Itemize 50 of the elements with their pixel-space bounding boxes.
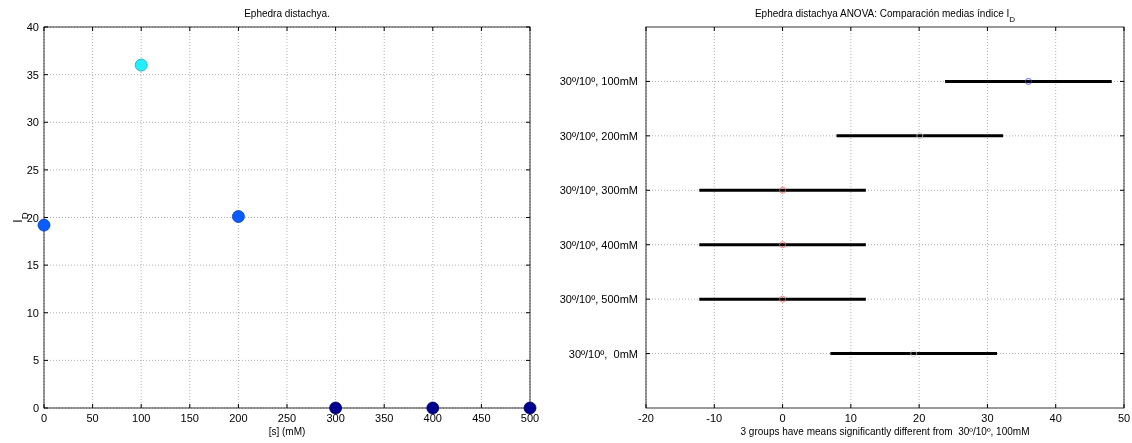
y-tick-label: 25 [26, 163, 39, 176]
y-tick-label: 20 [26, 211, 39, 224]
point [910, 350, 918, 357]
x-tick-label: 50 [1117, 412, 1131, 424]
x-tick-label: 0 [40, 412, 48, 424]
y-tick-label: 15 [26, 259, 39, 272]
x-tick-label: 20 [913, 412, 926, 424]
y-tick-label: 10 [26, 306, 39, 319]
x-tick-label: 450 [472, 412, 491, 424]
x-tick-label: 500 [520, 412, 540, 424]
x-tick-label: 50 [86, 412, 99, 424]
x-tick-label: 150 [180, 412, 199, 424]
y-tick-label: 30º/10º, 0mM [568, 347, 638, 360]
point [779, 186, 786, 194]
y-tick-label: 35 [26, 68, 39, 81]
point [426, 401, 440, 415]
x-tick-label: 10 [844, 412, 857, 424]
point [916, 132, 924, 140]
x-tick-label: 400 [423, 412, 442, 424]
point [1025, 78, 1032, 85]
y-tick-label: 30 [26, 116, 39, 129]
y-tick-label: 0 [32, 402, 39, 414]
point [779, 241, 786, 249]
x-tick-label: 0 [779, 412, 786, 424]
y-tick-label: 30º/10º, 400mM [559, 238, 638, 251]
x-tick-label: -20 [638, 412, 654, 424]
x-tick-label: 200 [229, 412, 248, 424]
point [329, 401, 342, 415]
x-tick-label: 40 [1049, 412, 1062, 424]
chart-title: Ephedra distachya ANOVA: Comparación medias índice I$_{D}$ [754, 8, 1016, 24]
point [37, 218, 51, 232]
y-tick-label: 5 [32, 354, 39, 367]
x-axis-title: [s] (mM) [268, 426, 306, 437]
y-tick-label: 30º/10º, 300mM [559, 184, 638, 197]
point [523, 401, 537, 415]
x-tick-label: 30 [981, 412, 994, 424]
point [232, 210, 245, 223]
y-tick-label: 40 [26, 21, 39, 33]
x-tick-label: 350 [375, 412, 394, 424]
chart-title: Ephedra distachya. [244, 8, 330, 19]
x-tick-label: -10 [706, 412, 723, 424]
x-tick-label: 250 [277, 412, 297, 424]
y-tick-label: 30º/10º, 200mM [559, 129, 638, 142]
point [134, 58, 148, 72]
y-tick-label: 30º/10º, 500mM [559, 293, 638, 306]
x-axis-title: 3 groups have means significantly different from 30º/10º, 100mM [740, 426, 1030, 437]
y-tick-label: 30º/10º, 100mM [559, 75, 638, 88]
x-tick-label: 100 [132, 412, 151, 424]
point [779, 295, 786, 303]
x-tick-label: 300 [326, 412, 345, 424]
